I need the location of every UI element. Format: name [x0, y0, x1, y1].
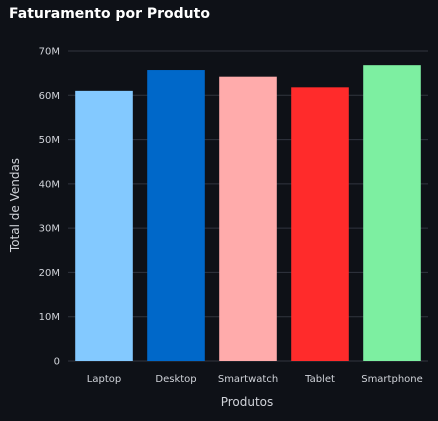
y-tick-label: 70M [39, 47, 60, 58]
y-axis-ticks: 0 10M 20M 30M 40M 50M 60M 70M [39, 47, 60, 368]
x-tick-label: Smartphone [361, 374, 423, 385]
bar-tablet[interactable] [291, 87, 349, 362]
bar-desktop[interactable] [147, 70, 205, 362]
bars-layer [75, 65, 421, 362]
x-axis-title: Produtos [221, 395, 274, 409]
x-tick-label: Tablet [304, 374, 335, 385]
y-tick-label: 30M [39, 224, 60, 235]
y-tick-label: 60M [39, 91, 60, 102]
chart-title: Faturamento por Produto [9, 6, 210, 22]
bar-smartwatch[interactable] [219, 76, 277, 361]
y-tick-label: 20M [39, 268, 60, 279]
x-tick-label: Desktop [155, 374, 196, 385]
x-axis-ticks: Laptop Desktop Smartwatch Tablet Smartphone [87, 374, 423, 385]
bar-laptop[interactable] [75, 90, 133, 361]
x-tick-label: Smartwatch [218, 374, 278, 385]
y-tick-label: 40M [39, 179, 60, 190]
y-tick-label: 50M [39, 135, 60, 146]
y-tick-label: 0 [54, 357, 60, 368]
y-axis-title: Total de Vendas [8, 158, 22, 253]
bar-smartphone[interactable] [363, 65, 421, 362]
x-tick-label: Laptop [87, 374, 121, 385]
y-tick-label: 10M [39, 312, 60, 323]
